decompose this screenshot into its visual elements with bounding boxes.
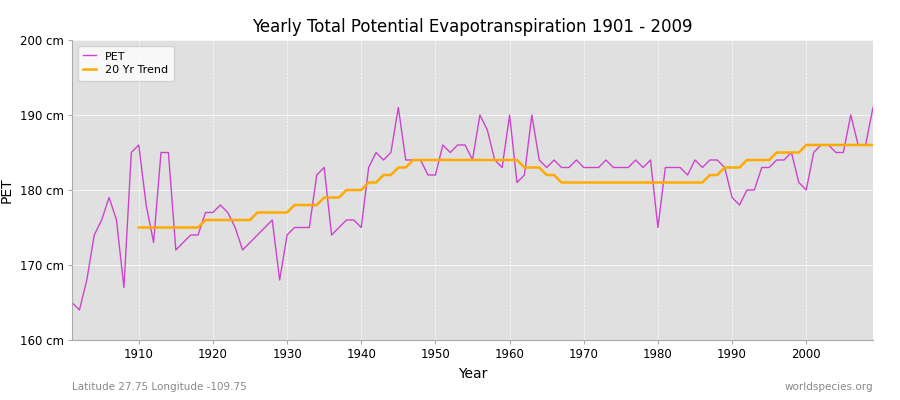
- 20 Yr Trend: [815, 142, 826, 147]
- PET: [341, 218, 352, 222]
- 20 Yr Trend: [133, 225, 144, 230]
- PET: [608, 165, 619, 170]
- PET: [133, 142, 144, 147]
- 20 Yr Trend: [801, 142, 812, 147]
- PET: [393, 105, 404, 110]
- Y-axis label: PET: PET: [0, 177, 14, 203]
- Text: Latitude 27.75 Longitude -109.75: Latitude 27.75 Longitude -109.75: [72, 382, 247, 392]
- Title: Yearly Total Potential Evapotranspiration 1901 - 2009: Yearly Total Potential Evapotranspiratio…: [252, 18, 693, 36]
- 20 Yr Trend: [868, 142, 878, 147]
- 20 Yr Trend: [838, 142, 849, 147]
- 20 Yr Trend: [274, 210, 285, 215]
- 20 Yr Trend: [571, 180, 581, 185]
- Line: PET: PET: [72, 108, 873, 310]
- PET: [296, 225, 307, 230]
- PET: [868, 105, 878, 110]
- X-axis label: Year: Year: [458, 367, 487, 381]
- PET: [74, 308, 85, 312]
- Text: worldspecies.org: worldspecies.org: [785, 382, 873, 392]
- Line: 20 Yr Trend: 20 Yr Trend: [139, 145, 873, 228]
- PET: [519, 173, 530, 178]
- PET: [67, 300, 77, 305]
- 20 Yr Trend: [511, 158, 522, 162]
- Legend: PET, 20 Yr Trend: PET, 20 Yr Trend: [77, 46, 174, 81]
- 20 Yr Trend: [304, 202, 315, 207]
- PET: [511, 180, 522, 185]
